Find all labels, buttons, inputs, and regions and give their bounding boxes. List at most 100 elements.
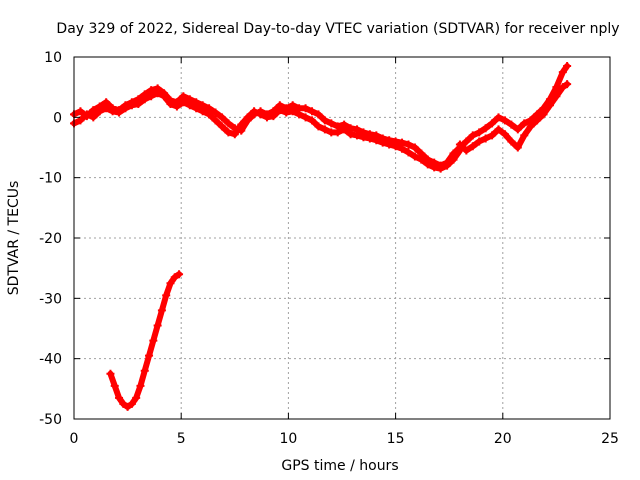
data-point: [507, 137, 516, 146]
data-point: [153, 321, 162, 330]
x-tick-label: 15: [387, 431, 405, 447]
data-point: [224, 128, 233, 137]
data-point: [443, 161, 452, 170]
data-point: [320, 116, 329, 125]
data-point: [378, 138, 387, 147]
series-group: [70, 89, 464, 173]
data-point: [417, 155, 426, 164]
data-point: [507, 120, 516, 129]
data-point: [102, 104, 111, 113]
x-tick-label: 0: [70, 431, 79, 447]
data-point: [140, 95, 149, 104]
data-point: [205, 110, 214, 119]
y-tick-label: -30: [39, 291, 62, 307]
data-point: [340, 125, 349, 134]
data-point: [526, 122, 535, 131]
data-point: [162, 291, 171, 300]
data-point: [262, 113, 271, 122]
data-point: [89, 113, 98, 122]
data-point: [160, 92, 169, 101]
data-point: [166, 279, 175, 288]
data-point: [307, 107, 316, 116]
y-tick-label: -40: [39, 352, 62, 368]
data-point: [166, 100, 175, 109]
data-point: [198, 107, 207, 116]
data-point: [115, 393, 124, 402]
data-point: [89, 106, 98, 115]
data-point: [149, 336, 158, 345]
data-point: [481, 124, 490, 133]
data-point: [134, 100, 143, 109]
data-point: [404, 148, 413, 157]
data-point: [256, 110, 265, 119]
series-group: [455, 80, 572, 155]
x-tick-label: 5: [177, 431, 186, 447]
data-point: [127, 399, 136, 408]
data-point: [170, 273, 179, 282]
data-point: [82, 110, 91, 119]
data-point: [110, 381, 119, 390]
data-point: [494, 113, 503, 122]
data-point: [307, 116, 316, 125]
data-point: [481, 134, 490, 143]
x-tick-label: 25: [601, 431, 619, 447]
data-point: [123, 402, 132, 411]
data-point: [275, 106, 284, 115]
data-point: [288, 107, 297, 116]
data-point: [533, 116, 542, 125]
data-point: [423, 160, 432, 169]
data-point: [333, 128, 342, 137]
data-point: [513, 143, 522, 152]
data-point: [385, 140, 394, 149]
data-point: [301, 113, 310, 122]
y-axis-label: SDTVAR / TECUs: [6, 181, 22, 296]
data-point: [500, 130, 509, 139]
data-point: [558, 68, 567, 77]
data-point: [513, 125, 522, 134]
data-point: [108, 107, 117, 116]
data-point: [494, 125, 503, 134]
data-point: [172, 102, 181, 111]
data-point: [76, 116, 85, 125]
data-point: [563, 62, 572, 71]
data-point: [147, 92, 156, 101]
data-point: [462, 146, 471, 155]
data-point: [217, 122, 226, 131]
y-tick-label: -20: [39, 231, 62, 247]
data-point: [157, 306, 166, 315]
data-point: [250, 107, 259, 116]
data-point: [119, 399, 128, 408]
data-point: [436, 164, 445, 173]
data-point: [372, 136, 381, 145]
y-tick-label: 0: [53, 110, 62, 126]
data-point: [410, 143, 419, 152]
data-point: [115, 108, 124, 117]
data-point: [558, 83, 567, 92]
data-point: [346, 130, 355, 139]
data-point: [404, 140, 413, 149]
data-point: [295, 110, 304, 119]
x-axis-label: GPS time / hours: [281, 458, 398, 474]
data-point: [462, 137, 471, 146]
data-point: [320, 125, 329, 134]
data-point: [552, 92, 561, 101]
data-point: [545, 101, 554, 110]
y-tick-label: 10: [44, 50, 62, 66]
data-point: [237, 120, 246, 129]
data-point: [520, 131, 529, 140]
data-point: [301, 104, 310, 113]
data-point: [475, 137, 484, 146]
y-axis-ticks: 10 0 -10 -20 -30 -40 -50: [39, 50, 610, 428]
data-point: [127, 101, 136, 110]
data-point: [327, 119, 336, 128]
data-point: [76, 107, 85, 116]
data-point: [106, 369, 115, 378]
data-point: [175, 270, 184, 279]
data-point: [391, 142, 400, 151]
data-point: [359, 133, 368, 142]
data-point: [314, 122, 323, 131]
data-point: [211, 116, 220, 125]
data-point: [217, 113, 226, 122]
